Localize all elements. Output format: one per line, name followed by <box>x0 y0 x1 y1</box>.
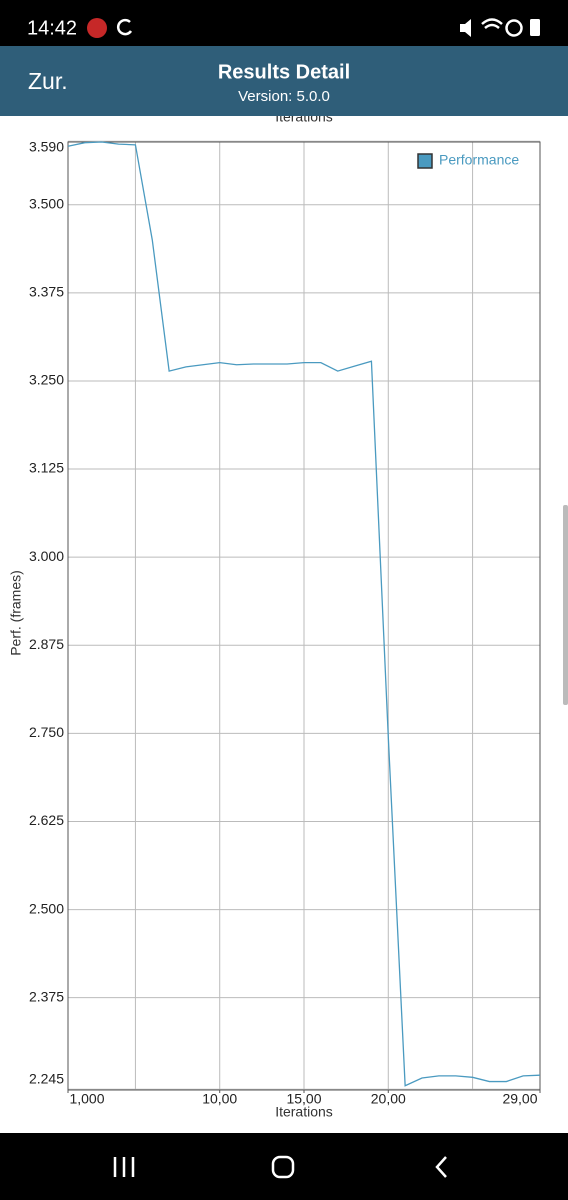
y-tick-label: 2.245 <box>29 1071 64 1087</box>
scroll-handle <box>563 505 568 705</box>
y-tick-label: 3.125 <box>29 460 64 476</box>
legend-swatch <box>417 153 433 169</box>
nav-home[interactable] <box>271 1155 295 1179</box>
nav-bar <box>0 1133 568 1200</box>
battery-icon <box>530 19 540 36</box>
x-axis-title: Iterations <box>275 1104 333 1120</box>
x-tick-label: 20,00 <box>371 1091 406 1107</box>
y-tick-label: 3.000 <box>29 548 64 564</box>
y-tick-label: 2.875 <box>29 636 64 652</box>
header-subtitle: Version: 5.0.0 <box>238 88 330 105</box>
wifi-icon <box>481 18 503 29</box>
status-time: 14:42 <box>27 17 77 39</box>
x-tick-label: 15,00 <box>286 1091 321 1107</box>
app-icon <box>87 18 107 38</box>
sync-icon <box>116 18 133 36</box>
data-line <box>67 141 541 1087</box>
x-tick-label: 10,00 <box>202 1091 237 1107</box>
mute-icon <box>460 19 471 37</box>
header-title: Results Detail <box>218 61 350 83</box>
y-tick-label: 2.500 <box>29 900 64 916</box>
y-tick-label: 2.750 <box>29 724 64 740</box>
y-tick-label: 3.250 <box>29 372 64 388</box>
x-tick-label: 29,00 <box>502 1091 537 1107</box>
chart-area: Iterations 3.590 3.500 3.375 3.250 3.125 3.000… <box>8 109 541 1120</box>
y-axis-title: Perf. (frames) <box>8 570 24 656</box>
y-tick-label: 3.590 <box>29 139 64 155</box>
y-tick-label: 3.375 <box>29 284 64 300</box>
app-header <box>0 46 568 116</box>
x-tick-label: 1,000 <box>69 1091 104 1107</box>
legend-label: Performance <box>439 152 519 168</box>
y-tick-label: 3.500 <box>29 195 64 211</box>
dnd-icon <box>505 19 523 37</box>
y-tick-label: 2.625 <box>29 812 64 828</box>
plot-border <box>67 141 541 1091</box>
y-tick-label: 2.375 <box>29 988 64 1004</box>
nav-recent[interactable] <box>113 1157 135 1177</box>
back-button[interactable]: Zur. <box>28 68 68 94</box>
nav-back[interactable] <box>435 1156 447 1178</box>
